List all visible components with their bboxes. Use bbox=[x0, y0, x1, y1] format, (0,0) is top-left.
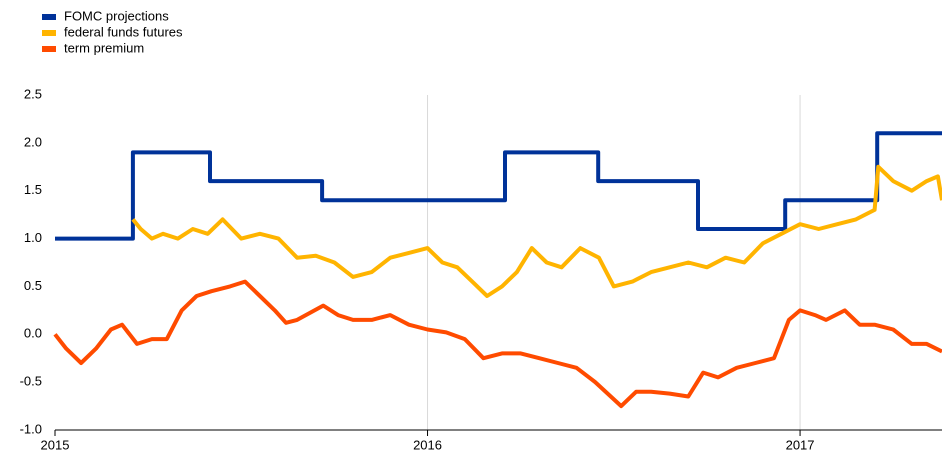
y-tick-label: 0.5 bbox=[24, 278, 42, 293]
y-tick-label: 2.0 bbox=[24, 134, 42, 149]
line bbox=[53, 279, 942, 409]
y-tick-label: 2.5 bbox=[24, 86, 42, 101]
y-tick-label: 1.5 bbox=[24, 182, 42, 197]
y-tick-label: -1.0 bbox=[20, 421, 42, 436]
y-tick-label: 1.0 bbox=[24, 230, 42, 245]
x-tick-label: 2016 bbox=[413, 437, 442, 452]
legend-swatch bbox=[42, 14, 56, 20]
legend-label: term premium bbox=[64, 40, 144, 55]
line bbox=[131, 164, 942, 298]
legend-swatch bbox=[42, 46, 56, 52]
legend-label: FOMC projections bbox=[64, 8, 169, 23]
line bbox=[55, 131, 942, 241]
y-tick-label: 0.0 bbox=[24, 326, 42, 341]
x-tick-label: 2015 bbox=[41, 437, 70, 452]
legend-label: federal funds futures bbox=[64, 24, 183, 39]
y-tick-label: -0.5 bbox=[20, 374, 42, 389]
legend-swatch bbox=[42, 30, 56, 36]
x-tick-label: 2017 bbox=[786, 437, 815, 452]
